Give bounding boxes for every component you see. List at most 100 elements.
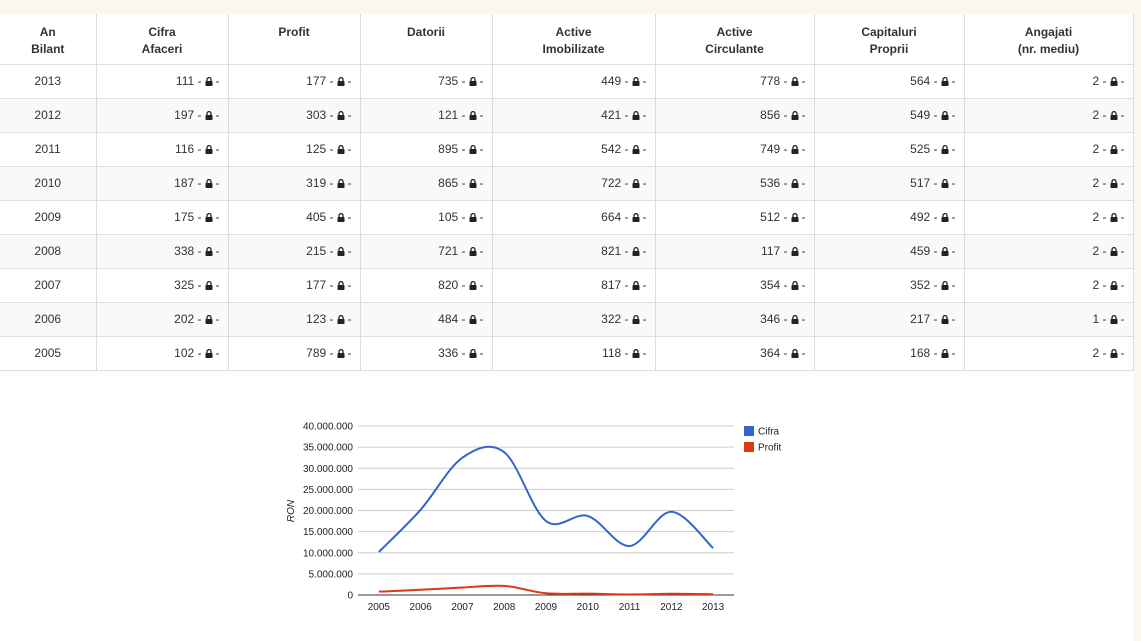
value-cell: 2 --	[963, 131, 1134, 167]
cell-mask: -	[801, 176, 806, 190]
cell-value: 2 -	[1092, 346, 1107, 360]
value-cell: 116 --	[95, 131, 229, 167]
header-line: Active	[716, 25, 753, 39]
lock-icon	[791, 77, 798, 86]
year-cell: 2008	[0, 233, 97, 269]
cell-mask: -	[801, 74, 806, 88]
value-cell: 2 --	[963, 63, 1134, 99]
value-cell: 322 --	[491, 301, 656, 337]
value-cell: 303 --	[227, 97, 361, 133]
value-cell: 121 --	[359, 97, 493, 133]
cell-value: 217 -	[910, 312, 938, 326]
lock-icon	[791, 281, 798, 290]
value-cell: 175 --	[95, 199, 229, 235]
lock-icon	[632, 111, 639, 120]
lock-icon	[941, 315, 948, 324]
table-row: 2011 116 - -125 - -895 - -542 - -749 - -525 --…	[0, 131, 1134, 167]
cell-value: 352 -	[910, 278, 938, 292]
cell-value: 168 -	[910, 346, 938, 360]
cell-mask: -	[215, 210, 220, 224]
lock-icon	[337, 145, 344, 154]
cell-value: 722 -	[601, 176, 629, 190]
value-cell: 2 --	[963, 97, 1134, 133]
cell-mask: -	[801, 142, 806, 156]
value-cell: 2 --	[963, 233, 1134, 269]
value-cell: 821 --	[491, 233, 656, 269]
cell-value: 2 -	[1092, 142, 1107, 156]
line-series	[378, 584, 714, 596]
value-cell: 105 --	[359, 199, 493, 235]
year-cell: 2007	[0, 267, 97, 303]
cell-mask: -	[642, 312, 647, 326]
cell-mask: -	[479, 244, 484, 258]
lock-icon	[941, 281, 948, 290]
lock-icon	[791, 213, 798, 222]
lock-icon	[791, 315, 798, 324]
cell-value: 821 -	[601, 244, 629, 258]
cell-mask: -	[215, 142, 220, 156]
value-cell: 549 --	[813, 97, 965, 133]
cell-value: 664 -	[601, 210, 629, 224]
cell-value: 525 -	[910, 142, 938, 156]
cell-value: 778 -	[760, 74, 788, 88]
cell-value: 549 -	[910, 108, 938, 122]
cell-mask: -	[1120, 108, 1125, 122]
cell-value: 123 -	[306, 312, 334, 326]
cell-value: 484 -	[438, 312, 466, 326]
x-tick-label: 2010	[577, 602, 600, 613]
value-cell: 2 --	[963, 165, 1134, 201]
lock-icon	[791, 247, 798, 256]
cell-value: 175 -	[174, 210, 202, 224]
lock-icon	[941, 77, 948, 86]
value-cell: 338 --	[95, 233, 229, 269]
chart-background	[0, 371, 1133, 641]
lock-icon	[941, 179, 948, 188]
cell-mask: -	[1120, 346, 1125, 360]
cell-value: 177 -	[306, 74, 334, 88]
y-axis-label: RON	[286, 499, 297, 522]
value-cell: 215 --	[227, 233, 361, 269]
cell-mask: -	[951, 142, 956, 156]
lock-icon	[337, 111, 344, 120]
lock-icon	[205, 281, 212, 290]
header-line: Profit	[278, 25, 310, 39]
value-cell: 123 --	[227, 301, 361, 337]
lock-icon	[1110, 247, 1117, 256]
cell-mask: -	[801, 346, 806, 360]
cell-mask: -	[215, 244, 220, 258]
lock-icon	[632, 281, 639, 290]
cell-mask: -	[1120, 142, 1125, 156]
x-tick-label: 2013	[702, 602, 725, 613]
cell-value: 895 -	[438, 142, 466, 156]
year-cell: 2006	[0, 301, 97, 337]
header-line: Circulante	[705, 42, 764, 56]
cell-value: 542 -	[601, 142, 629, 156]
lock-icon	[791, 179, 798, 188]
lock-icon	[469, 179, 476, 188]
table-row: 2009 175 - -405 - -105 - -664 - -512 - -492 --…	[0, 199, 1134, 235]
value-cell: 352 --	[813, 267, 965, 303]
cell-mask: -	[1120, 244, 1125, 258]
lock-icon	[205, 349, 212, 358]
cell-mask: -	[801, 278, 806, 292]
table-row: 2013 111 - -177 - -735 - -449 - -778 - -564 --…	[0, 63, 1134, 99]
cell-mask: -	[215, 278, 220, 292]
cell-mask: -	[642, 346, 647, 360]
lock-icon	[1110, 213, 1117, 222]
lock-icon	[632, 145, 639, 154]
column-header: An Bilant	[0, 14, 97, 65]
y-tick-label: 5.000.000	[309, 569, 354, 580]
lock-icon	[941, 111, 948, 120]
lock-icon	[205, 315, 212, 324]
x-tick-label: 2008	[493, 602, 516, 613]
cell-mask: -	[951, 108, 956, 122]
x-tick-label: 2006	[410, 602, 433, 613]
cell-mask: -	[479, 210, 484, 224]
value-cell: 2 --	[963, 267, 1134, 303]
value-cell: 125 --	[227, 131, 361, 167]
value-cell: 187 --	[95, 165, 229, 201]
y-tick-label: 0	[347, 591, 353, 602]
value-cell: 1 --	[963, 301, 1134, 337]
x-tick-label: 2007	[451, 602, 474, 613]
cell-value: 111 -	[175, 74, 202, 88]
